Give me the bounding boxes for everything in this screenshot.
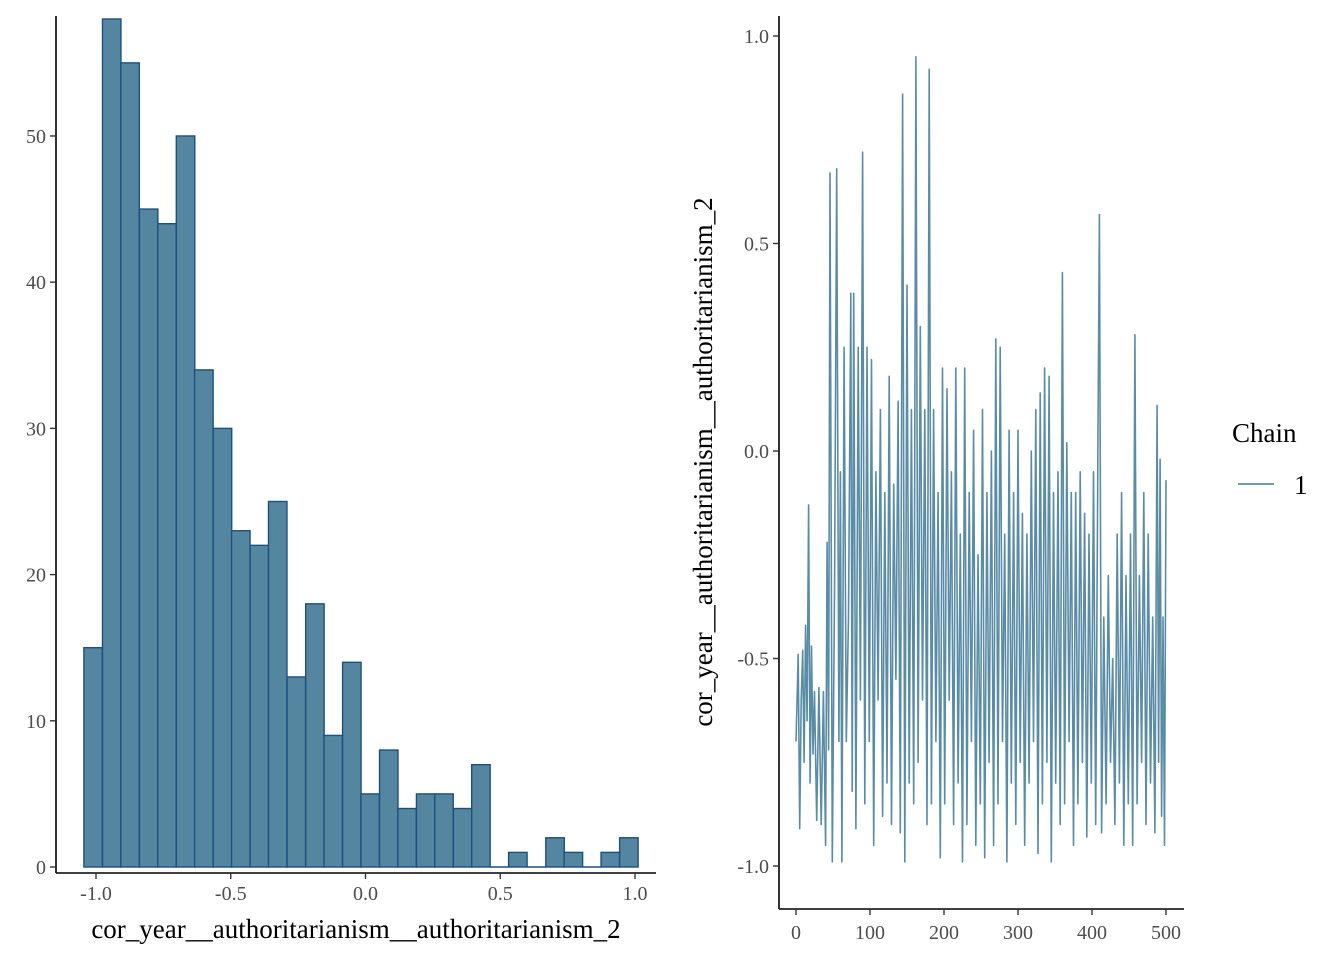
legend-entry-label: 1	[1294, 470, 1308, 500]
trace-y-axis-title: cor_year__authoritarianism__authoritaria…	[688, 197, 718, 726]
histogram-bar	[267, 500, 288, 868]
legend: Chain 1	[1232, 418, 1308, 500]
histogram-x-tick-label: 0.0	[353, 883, 378, 905]
histogram-bar	[545, 837, 565, 868]
histogram-bar	[618, 837, 639, 868]
histogram-bar	[397, 807, 418, 868]
histogram-bar	[600, 851, 621, 868]
trace-y-tick-label: -0.5	[737, 649, 769, 671]
histogram-bar	[304, 603, 325, 868]
histogram-bar	[434, 793, 454, 868]
histogram-bar	[249, 544, 270, 868]
histogram-bar	[323, 734, 344, 868]
histogram-bars	[83, 18, 639, 868]
legend-title: Chain	[1232, 418, 1297, 448]
histogram-bar	[507, 851, 528, 868]
histogram-y-tick-label: 20	[26, 565, 46, 587]
histogram-y-tick-label: 50	[26, 126, 46, 148]
trace-y-ticks: -1.0 -0.5 0.0 0.5 1.0	[737, 26, 779, 878]
histogram-x-tick-label: 1.0	[623, 883, 648, 905]
histogram-bar	[360, 793, 381, 868]
histogram-bar	[175, 135, 196, 868]
trace-series-1-line	[795, 56, 1167, 863]
histogram-y-tick-label: 10	[26, 711, 46, 733]
trace-y-tick-label: 0.0	[744, 441, 769, 463]
histogram-x-tick-label: 0.5	[488, 883, 513, 905]
trace-x-tick-label: 500	[1151, 922, 1181, 944]
trace-y-tick-label: 0.5	[744, 234, 769, 256]
histogram-bar	[286, 676, 307, 868]
trace-x-tick-label: 200	[929, 922, 959, 944]
histogram-x-axis-title: cor_year__authoritarianism__authoritaria…	[91, 914, 620, 944]
trace-x-ticks: 0 100 200 300 400 500	[791, 909, 1181, 944]
histogram-bar	[415, 793, 436, 868]
histogram-bar	[138, 208, 159, 868]
histogram-x-ticks: -1.0 -0.5 0.0 0.5 1.0	[80, 873, 648, 905]
histogram-y-tick-label: 30	[26, 418, 46, 440]
histogram-y-tick-label: 0	[36, 857, 46, 879]
trace-panel: -1.0 -0.5 0.0 0.5 1.0 0 100 200 300 400 500 cor_y…	[688, 16, 1184, 944]
trace-y-tick-label: -1.0	[737, 856, 769, 878]
histogram-panel: 0 10 20 30 40 50 -1.0 -0.5 0.0 0.5 1.0 cor_year__…	[26, 16, 656, 944]
histogram-y-tick-label: 40	[26, 272, 46, 294]
histogram-x-tick-label: -1.0	[80, 883, 112, 905]
trace-y-tick-label: 1.0	[744, 26, 769, 48]
histogram-bar	[157, 222, 177, 868]
histogram-bar	[341, 661, 362, 868]
histogram-bar	[470, 763, 491, 868]
histogram-bar	[83, 646, 104, 868]
trace-x-tick-label: 100	[855, 922, 885, 944]
histogram-bar	[120, 62, 140, 868]
histogram-bar	[193, 369, 214, 868]
histogram-x-tick-label: -0.5	[215, 883, 247, 905]
trace-x-tick-label: 0	[791, 922, 801, 944]
histogram-bar	[212, 427, 233, 868]
histogram-bar	[230, 530, 251, 868]
trace-x-tick-label: 300	[1003, 922, 1033, 944]
trace-x-tick-label: 400	[1077, 922, 1107, 944]
histogram-bar	[563, 851, 584, 868]
histogram-bar	[452, 807, 473, 868]
histogram-bar	[101, 18, 122, 868]
histogram-bar	[378, 749, 399, 868]
histogram-y-ticks: 0 10 20 30 40 50	[26, 126, 56, 879]
